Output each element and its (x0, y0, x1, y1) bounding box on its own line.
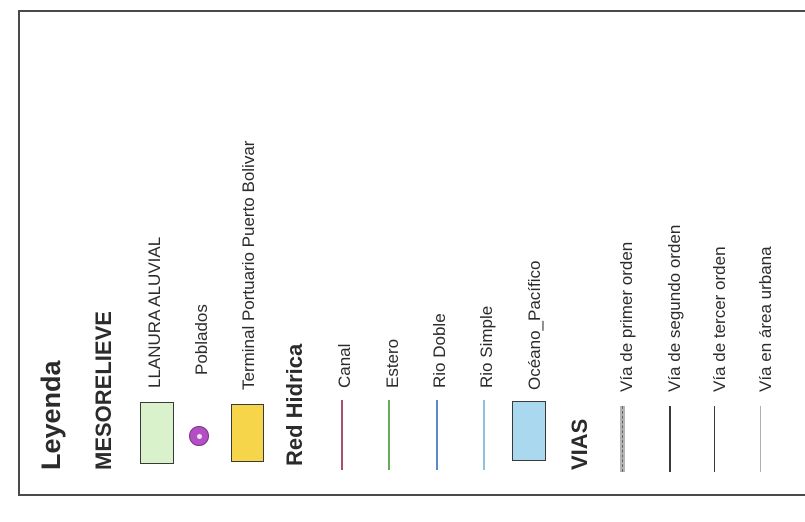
canal-line-symbol (341, 400, 343, 470)
rio-doble-line-symbol (436, 400, 438, 470)
canal-label: Canal (335, 343, 354, 388)
estero-label: Estero (383, 338, 402, 388)
via-segundo-orden-symbol (669, 406, 671, 472)
terminal-portuario-swatch (231, 404, 264, 462)
poblados-label: Poblados (192, 304, 211, 375)
via-area-urbana-label: Vía en área urbana (756, 246, 775, 392)
estero-line-symbol (388, 400, 390, 470)
legend-frame (18, 10, 805, 496)
via-tercer-orden-label: Vía de tercer orden (710, 246, 729, 392)
red-hidrica-heading: Red Hidrica (282, 343, 307, 466)
poblados-symbol (189, 426, 209, 446)
oceano-pacifico-swatch (512, 401, 546, 461)
vias-heading: VIAS (567, 418, 592, 470)
via-primer-orden-label: Vía de primer orden (617, 241, 636, 392)
llanura-aluvial-label: LLANURA ALUVIAL (145, 236, 164, 388)
via-primer-orden-dash (622, 406, 623, 472)
legend-title: Leyenda (36, 360, 66, 470)
oceano-pacifico-label: Océano_Pacífico (525, 260, 544, 390)
rio-simple-line-symbol (483, 400, 485, 470)
rio-simple-label: Rio Simple (477, 305, 496, 388)
rio-doble-label: Rio Doble (430, 313, 449, 388)
llanura-aluvial-swatch (140, 402, 174, 464)
mesorelieve-heading: MESORELIEVE (91, 311, 116, 470)
via-area-urbana-symbol (760, 406, 761, 472)
terminal-portuario-label: Terminal Portuario Puerto Bolivar (239, 140, 258, 390)
via-tercer-orden-symbol (714, 406, 715, 472)
via-segundo-orden-label: Vía de segundo orden (665, 224, 684, 392)
